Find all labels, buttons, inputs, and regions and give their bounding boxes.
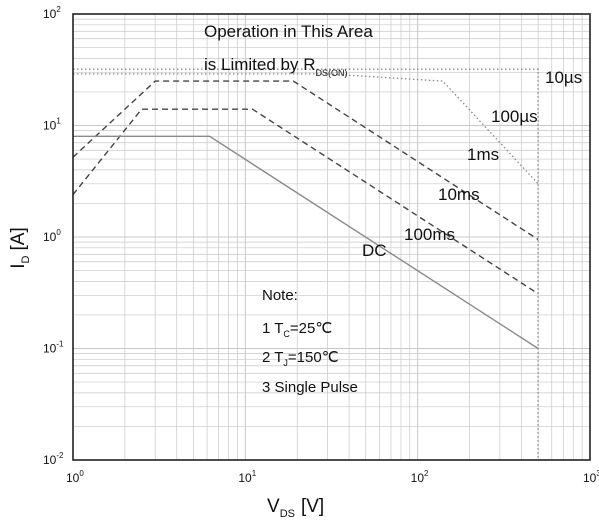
- tick-labels: 100 101 102 103 10-2 10-1 100 101 102: [43, 5, 599, 485]
- note-item-1-sub: C: [283, 329, 290, 339]
- y-tick-label: 102: [43, 5, 61, 21]
- note-item-1-prefix: 1 T: [262, 320, 283, 337]
- x-tick-label: 102: [411, 469, 429, 485]
- series-label-100ms: 100ms: [404, 225, 455, 244]
- annotation-line-2: is Limited by RDS(ON): [204, 55, 347, 78]
- y-tick-label: 10-1: [43, 340, 64, 356]
- annotation-subscript: DS(ON): [315, 68, 347, 78]
- note-item-2: 2 TJ=150℃: [262, 349, 339, 368]
- note-item-3: 3 Single Pulse: [262, 379, 358, 396]
- note-title: Note:: [262, 287, 298, 304]
- y-axis-label-sub: D: [20, 255, 32, 263]
- y-tick-label: 101: [43, 117, 61, 133]
- note-item-2-sub: J: [283, 358, 288, 368]
- y-tick-label: 10-2: [43, 451, 64, 467]
- note-item-2-suffix: =150℃: [288, 349, 339, 366]
- x-axis-label: VDS [V]: [267, 496, 324, 520]
- series-line-10us: [73, 68, 539, 460]
- x-tick-label: 100: [66, 469, 84, 485]
- x-tick-label: 103: [583, 469, 599, 485]
- series-label-1ms: 1ms: [467, 145, 499, 164]
- series-label-10ms: 10ms: [438, 185, 480, 204]
- y-axis-label-unit: [A]: [8, 227, 29, 250]
- note-item-1-suffix: =25℃: [290, 320, 332, 337]
- series-label-10us: 10µs: [545, 68, 582, 87]
- series-line-1ms: [72, 80, 539, 241]
- y-tick-label: 100: [43, 228, 61, 244]
- y-axis-label-main: I: [8, 263, 29, 268]
- series-line-100us: [73, 73, 539, 185]
- series-lines: [72, 68, 539, 460]
- series-line-10ms: [72, 108, 539, 295]
- note-item-2-prefix: 2 T: [262, 349, 283, 366]
- note-item-1: 1 TC=25℃: [262, 320, 332, 339]
- x-axis-label-unit: [V]: [301, 496, 324, 517]
- x-axis-label-main: V: [267, 496, 280, 517]
- plot-frame: [72, 13, 591, 461]
- annotation-line-2-text: is Limited by R: [204, 55, 315, 74]
- x-axis-label-sub: DS: [280, 508, 295, 520]
- series-label-dc: DC: [362, 241, 387, 260]
- series-label-100us: 100µs: [491, 107, 538, 126]
- annotation-line-1: Operation in This Area: [204, 22, 373, 41]
- x-tick-label: 101: [238, 469, 256, 485]
- y-axis-label: ID [A]: [8, 227, 32, 268]
- series-line-DC: [73, 135, 539, 350]
